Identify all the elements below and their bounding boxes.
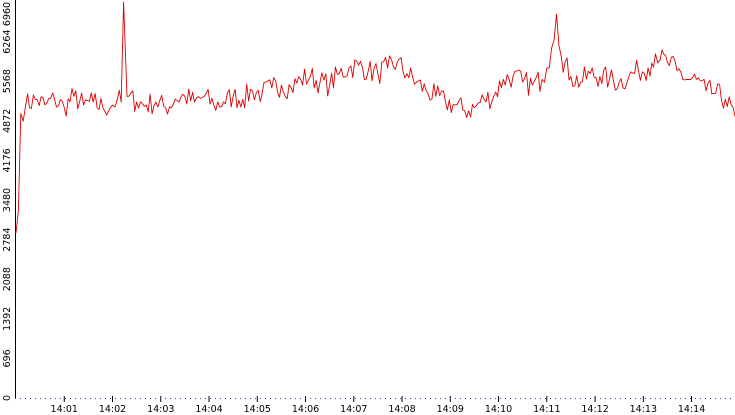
y-tick-label: 5568 [2, 69, 13, 93]
x-tick-label: 14:05 [244, 404, 271, 415]
y-tick-label: 6960 [2, 2, 13, 26]
y-tick-label: 0 [2, 395, 13, 401]
y-tick-label: 3480 [2, 188, 13, 212]
x-tick-label: 14:07 [340, 404, 367, 415]
x-tick-label: 14:12 [581, 404, 608, 415]
y-axis-ticks: 0 696 1392 2088 2784 3480 4176 4872 5568 6264 6960 [2, 2, 13, 401]
x-tick-label: 14:06 [292, 404, 319, 415]
y-tick-label: 2088 [2, 267, 13, 291]
series-line [15, 1, 735, 234]
x-axis-ticks: 14:01 14:02 14:03 14:04 14:05 14:06 14:07 14:08… [51, 396, 705, 415]
y-tick-label: 1392 [2, 307, 13, 331]
x-tick-label: 14:10 [485, 404, 512, 415]
x-tick-label: 14:11 [533, 404, 560, 415]
y-tick-label: 4176 [2, 148, 13, 172]
x-tick-label: 14:14 [678, 404, 705, 415]
x-tick-label: 14:01 [51, 404, 78, 415]
series-group [15, 1, 735, 234]
y-tick-label: 2784 [2, 228, 13, 252]
x-tick-label: 14:03 [147, 404, 174, 415]
y-tick-label: 6264 [2, 30, 13, 54]
x-tick-label: 14:04 [195, 404, 222, 415]
x-tick-label: 14:02 [99, 404, 126, 415]
x-tick-label: 14:13 [630, 404, 657, 415]
y-tick-label: 4872 [2, 109, 13, 133]
x-tick-label: 14:09 [437, 404, 464, 415]
y-tick-label: 696 [2, 349, 13, 367]
x-tick-label: 14:08 [388, 404, 415, 415]
